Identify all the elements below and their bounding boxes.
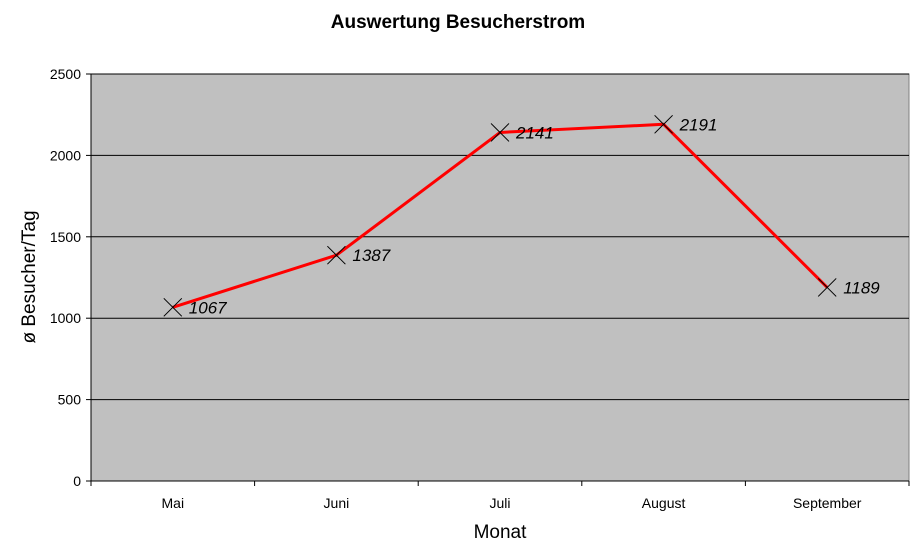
x-tick-label: Juni — [324, 495, 350, 511]
data-point-marker — [327, 245, 346, 265]
x-tick-label: Mai — [162, 495, 185, 511]
y-tick-label: 1500 — [50, 229, 81, 245]
y-axis-ticks: 0 500 1000 1500 2000 2500 — [50, 66, 91, 489]
plot-area — [90, 73, 910, 482]
data-label: 2141 — [515, 123, 554, 142]
axes — [90, 74, 909, 482]
data-label: 1067 — [189, 298, 227, 317]
y-tick-label: 2000 — [50, 147, 81, 163]
gridlines — [91, 73, 909, 401]
chart-title: Auswertung Besucherstrom — [331, 12, 585, 33]
y-tick-label: 500 — [58, 392, 82, 408]
x-tick-label: September — [793, 495, 862, 511]
y-tick-label: 2500 — [50, 66, 81, 82]
data-label: 1387 — [352, 246, 390, 265]
x-axis-ticks: Mai Juni Juli August September — [90, 481, 910, 511]
data-labels: 1067 1387 2141 2191 1189 — [189, 115, 881, 317]
data-point-marker — [654, 114, 673, 134]
y-axis-title: ø Besucher/Tag — [19, 210, 40, 343]
data-label: 1189 — [843, 278, 880, 297]
data-point-marker — [490, 123, 510, 142]
data-markers — [163, 114, 837, 317]
x-tick-label: Juli — [489, 495, 510, 511]
data-point-marker — [817, 278, 837, 297]
y-tick-label: 0 — [73, 473, 81, 489]
data-label: 2191 — [679, 115, 718, 134]
x-tick-label: August — [642, 495, 686, 511]
x-axis-title: Monat — [474, 522, 528, 543]
y-tick-label: 1000 — [50, 310, 81, 326]
data-point-marker — [163, 297, 183, 317]
